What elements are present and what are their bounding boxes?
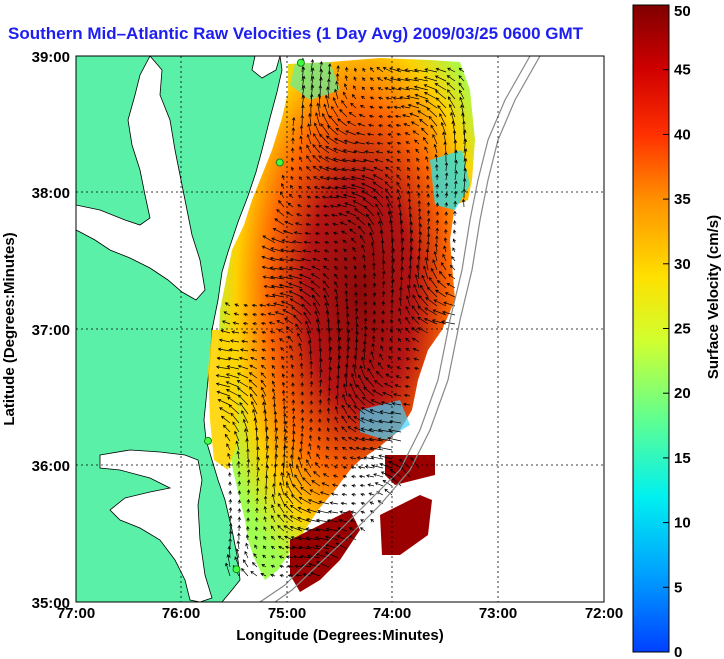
y-tick-label: 35:00 (32, 595, 70, 612)
colorbar-tick-label: 25 (674, 321, 691, 338)
colorbar-tick-label: 50 (674, 3, 691, 20)
y-tick-label: 37:00 (32, 322, 70, 339)
y-tick-label: 39:00 (32, 49, 70, 66)
colorbar-label: Surface Velocity (cm/s) (705, 215, 722, 379)
colorbar-tick-label: 20 (674, 385, 691, 402)
colorbar-tick-label: 40 (674, 126, 691, 143)
x-tick-label: 74:00 (373, 605, 411, 622)
radar-stations (204, 58, 305, 574)
velocity-patch-low-3 (290, 62, 340, 100)
colorbar-tick-label: 10 (674, 515, 691, 532)
x-tick-label: 75:00 (268, 605, 306, 622)
colorbar-tick-label: 5 (674, 579, 682, 596)
shelf-contour-2 (274, 56, 541, 602)
colorbar-tick-label: 30 (674, 256, 691, 273)
station-1 (296, 58, 305, 67)
colorbar-tick-label: 35 (674, 191, 691, 208)
x-axis-label: Longitude (Degrees:Minutes) (236, 627, 444, 644)
velocity-patch-high-south (290, 510, 360, 592)
map-title: Southern Mid–Atlantic Raw Velocities (1 … (8, 24, 584, 43)
colorbar-tick-label: 15 (674, 450, 691, 467)
station-3 (204, 436, 212, 445)
plot-frame (75, 55, 605, 603)
grid-lines (76, 56, 604, 602)
x-tick-label: 72:00 (585, 605, 623, 622)
station-4 (232, 565, 241, 574)
x-axis: 77:00 76:00 75:00 74:00 73:00 72:00 Long… (57, 605, 623, 644)
albemarle-sound (99, 449, 213, 602)
y-tick-label: 36:00 (32, 458, 70, 475)
colorbar-tick-label: 0 (674, 644, 682, 659)
delaware-bay (251, 56, 281, 79)
shelf-contour-1 (259, 56, 531, 602)
y-axis: 39:00 38:00 37:00 36:00 35:00 Latitude (… (1, 49, 70, 612)
x-tick-label: 73:00 (479, 605, 517, 622)
station-2 (275, 158, 284, 167)
y-axis-label: Latitude (Degrees:Minutes) (1, 232, 18, 425)
colorbar-tick-label: 45 (674, 62, 691, 79)
chesapeake-bay (76, 56, 206, 301)
velocity-patch-edge-west (208, 330, 238, 470)
y-tick-label: 38:00 (32, 185, 70, 202)
velocity-patch-high-east (380, 495, 432, 555)
x-tick-label: 76:00 (162, 605, 200, 622)
x-tick-label: 77:00 (57, 605, 95, 622)
velocity-field (218, 58, 475, 580)
velocity-patch-low-1 (430, 150, 470, 210)
